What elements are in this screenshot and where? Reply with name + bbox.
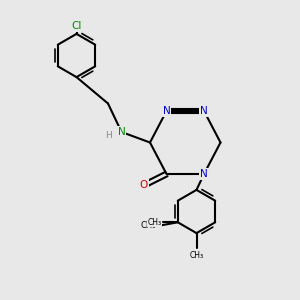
Text: N: N: [118, 127, 125, 137]
Text: CH₃: CH₃: [140, 221, 156, 230]
Text: CH₃: CH₃: [189, 250, 204, 260]
Text: CH₃: CH₃: [147, 218, 161, 227]
Text: N: N: [200, 106, 208, 116]
Text: H: H: [106, 130, 112, 140]
Text: Cl: Cl: [71, 21, 82, 32]
Text: N: N: [163, 106, 170, 116]
Text: N: N: [200, 169, 208, 179]
Text: O: O: [140, 179, 148, 190]
